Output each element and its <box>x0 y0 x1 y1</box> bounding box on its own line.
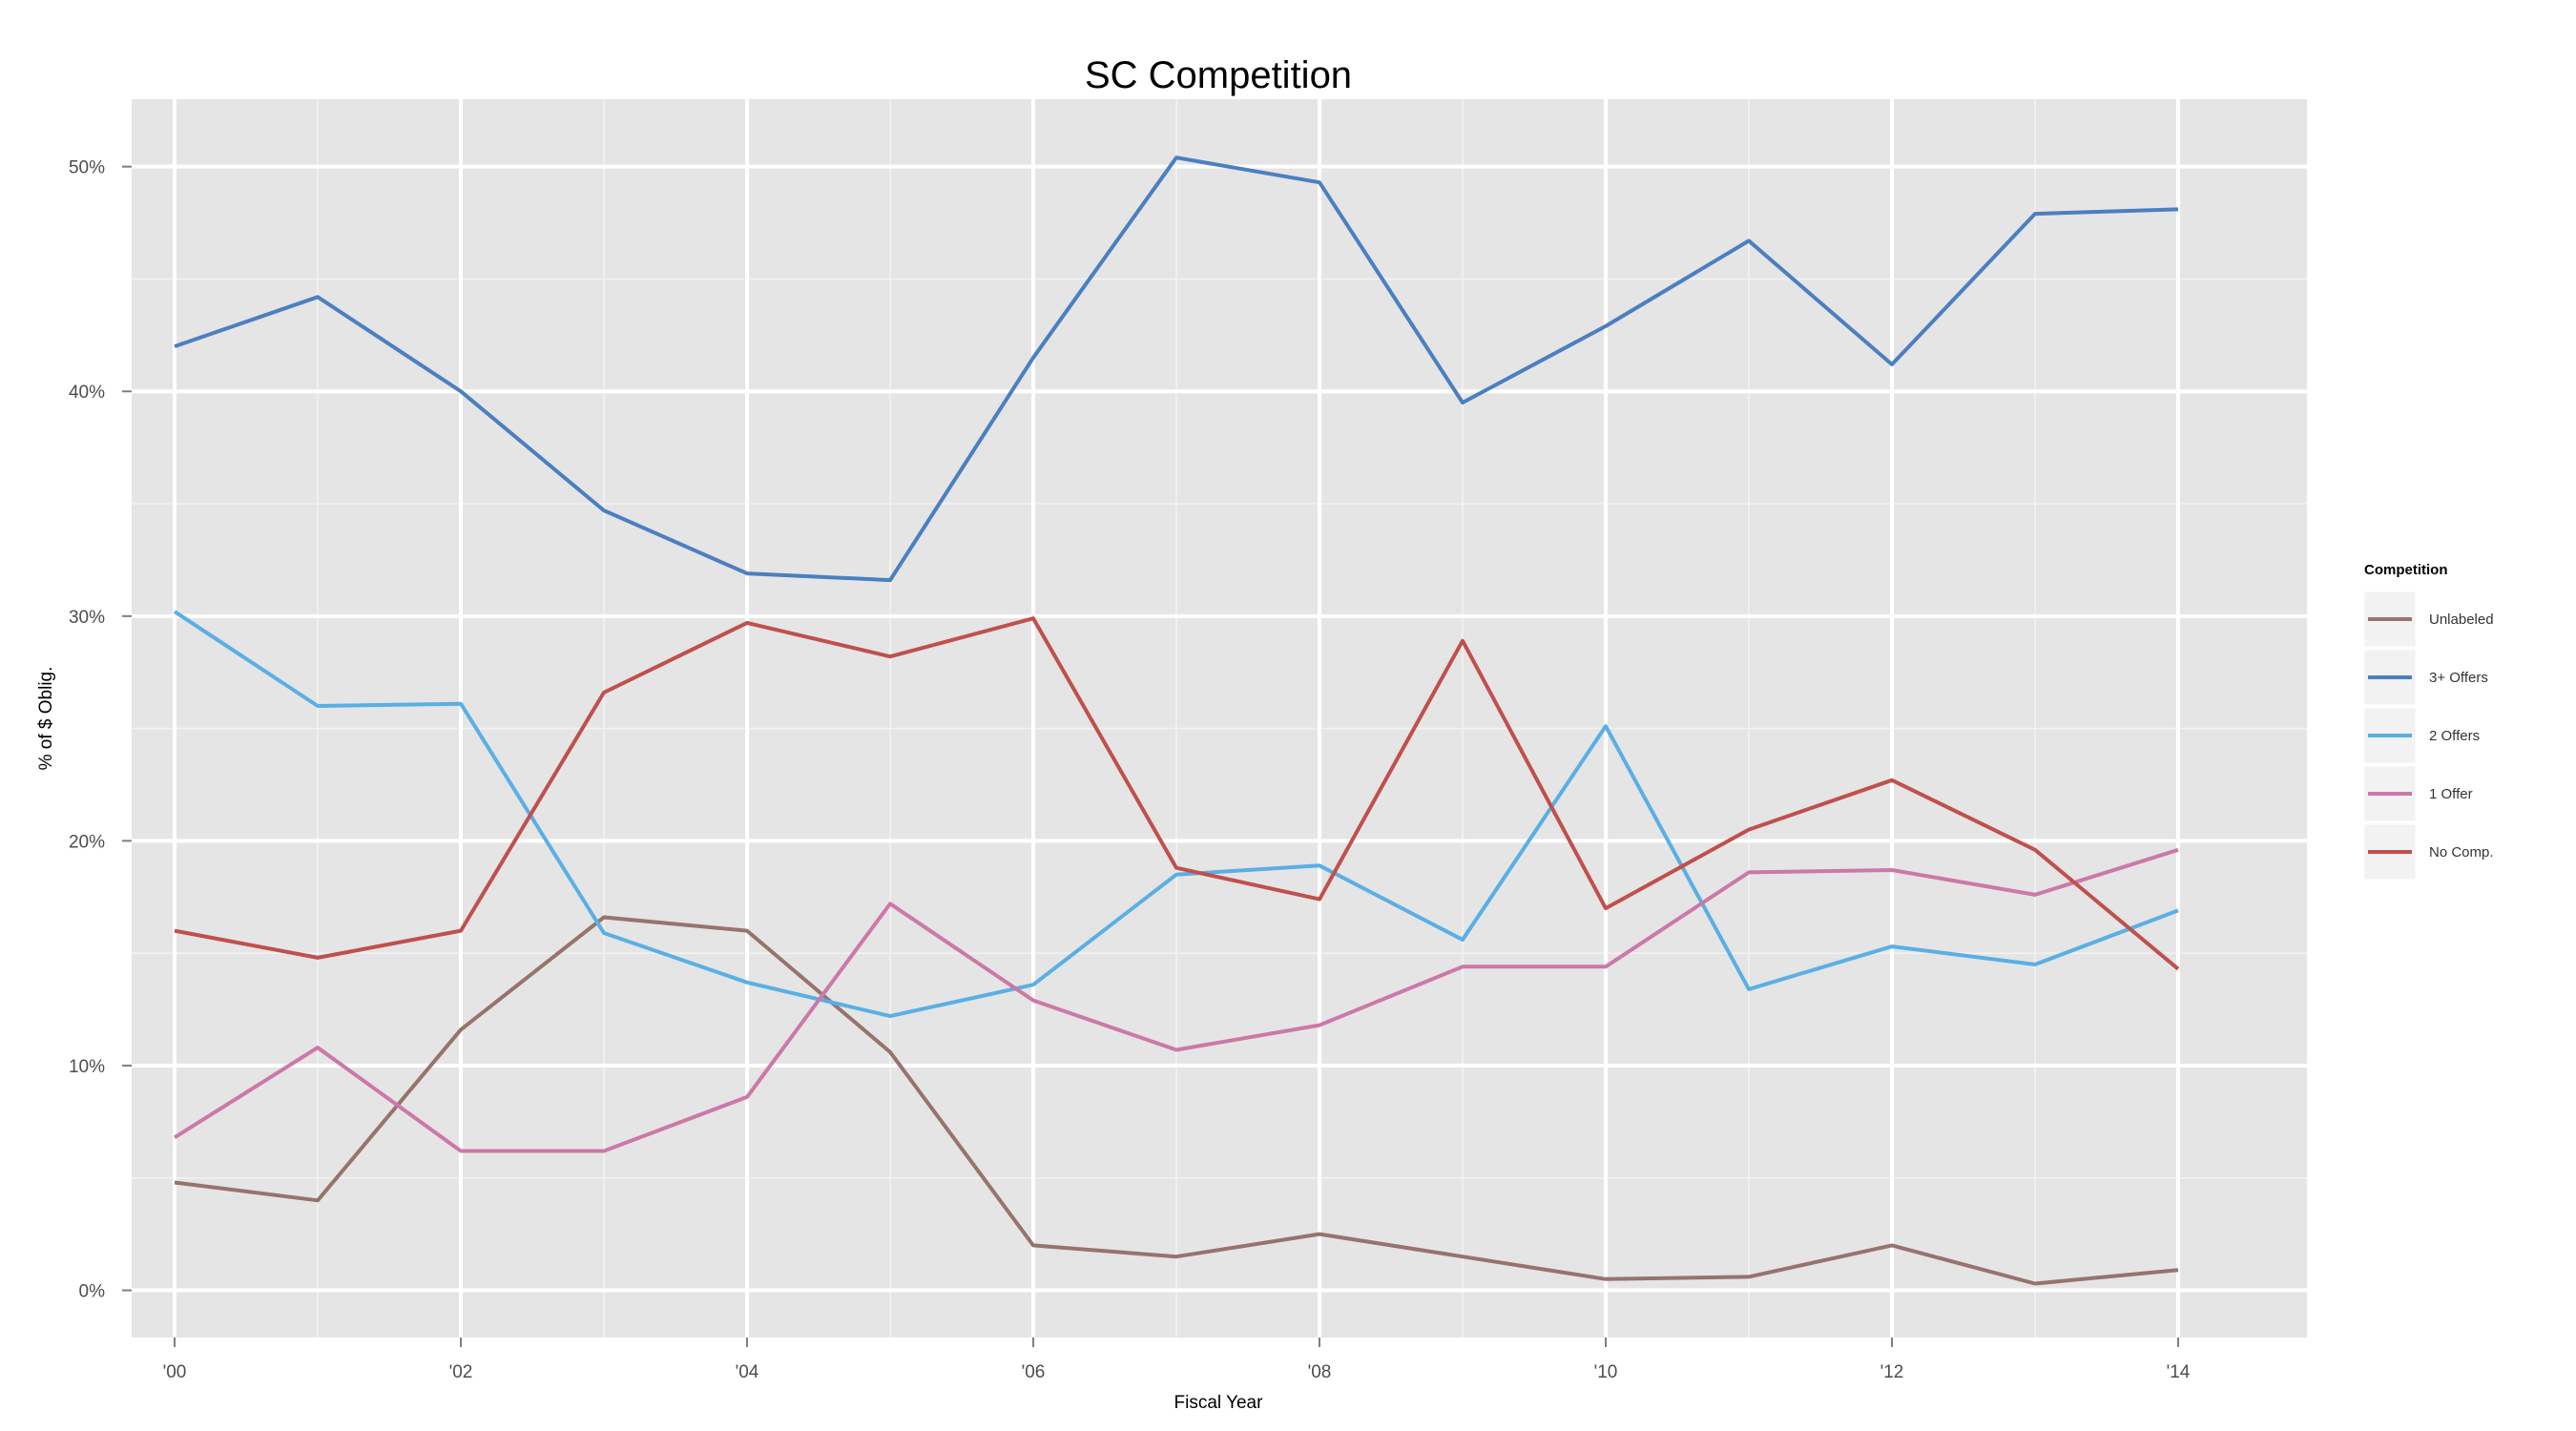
chart-title: SC Competition <box>1085 54 1352 96</box>
legend-title: Competition <box>2364 562 2448 578</box>
legend-label: 1 Offer <box>2429 786 2473 802</box>
legend-label: No Comp. <box>2429 844 2494 861</box>
x-tick-label: '04 <box>736 1362 759 1382</box>
x-tick-label: '06 <box>1022 1362 1046 1382</box>
y-tick-label: 10% <box>69 1057 105 1077</box>
y-axis-title: % of $ Oblig. <box>36 667 56 771</box>
legend-item-3-offers: 3+ Offers <box>2363 649 2488 706</box>
x-tick-label: '00 <box>163 1362 187 1382</box>
series-line-1-offer <box>173 847 2179 1153</box>
series-lines <box>173 156 2180 1286</box>
legend-item-no-comp: No Comp. <box>2363 823 2494 881</box>
legend-label: Unlabeled <box>2429 612 2494 628</box>
x-tick-label: '08 <box>1308 1362 1332 1382</box>
x-tick-label: '10 <box>1594 1362 1618 1382</box>
series-line-no-comp <box>174 616 2180 971</box>
y-tick-label: 0% <box>79 1282 106 1302</box>
x-tick-label: '12 <box>1880 1362 1904 1382</box>
minor-gridlines <box>132 99 2307 1338</box>
legend-label: 3+ Offers <box>2429 670 2488 686</box>
x-tick-label: '14 <box>2167 1362 2191 1382</box>
series-line-3-offers <box>174 156 2179 583</box>
legend-item-1-offer: 1 Offer <box>2363 765 2473 822</box>
legend-label: 2 Offers <box>2429 728 2480 744</box>
y-axis-tick-labels: 0% 10% 20% 30% 40% 50% <box>69 158 105 1302</box>
y-tick-label: 30% <box>69 608 105 628</box>
legend: Competition Unlabeled 3+ Offers 2 Offers 1 … <box>2363 562 2494 881</box>
y-tick-label: 50% <box>69 158 105 178</box>
x-axis-title: Fiscal Year <box>1174 1393 1264 1413</box>
x-tick-label: '02 <box>449 1362 473 1382</box>
y-tick-label: 20% <box>69 832 105 852</box>
series-line-unlabeled <box>174 915 2179 1286</box>
plot-panel <box>132 99 2307 1338</box>
legend-item-2-offers: 2 Offers <box>2363 707 2480 764</box>
x-axis-tick-labels: '00 '02 '04 '06 '08 '10 '12 '14 <box>163 1362 2191 1382</box>
series-line-2-offers <box>173 610 2179 1019</box>
axis-ticks <box>122 165 2179 1347</box>
y-tick-label: 40% <box>69 383 105 403</box>
legend-item-unlabeled: Unlabeled <box>2363 591 2494 648</box>
